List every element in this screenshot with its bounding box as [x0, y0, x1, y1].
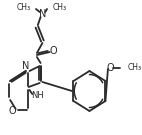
Text: CH₃: CH₃ [53, 3, 67, 11]
Text: O: O [8, 106, 16, 116]
Text: CH₃: CH₃ [16, 3, 30, 11]
Text: N: N [39, 9, 46, 19]
Text: O: O [107, 63, 114, 73]
Text: N: N [22, 61, 30, 71]
Text: NH: NH [31, 92, 44, 100]
Text: CH₃: CH₃ [127, 63, 141, 72]
Text: O: O [50, 46, 57, 56]
